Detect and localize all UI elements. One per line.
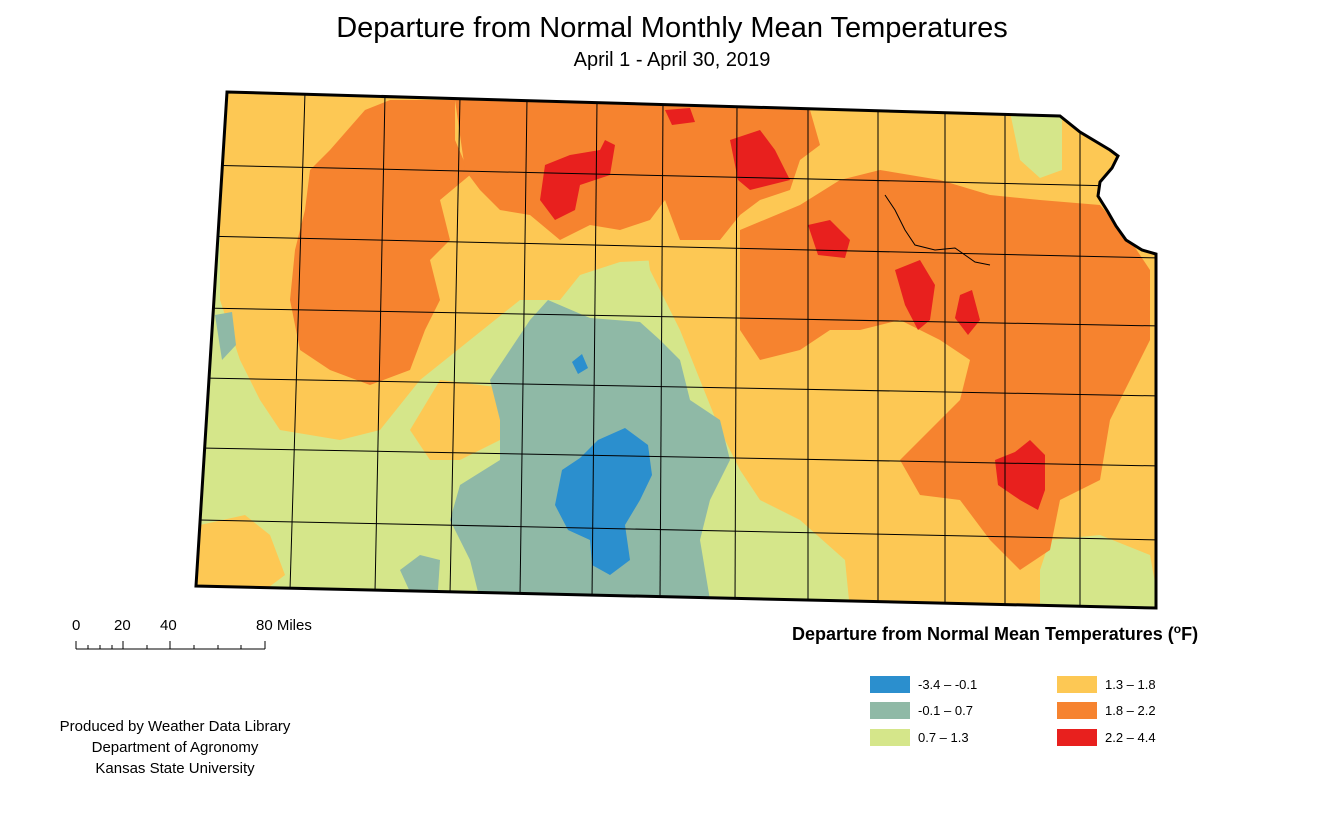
legend-item-c1: -3.4 – -0.1 xyxy=(870,676,977,693)
scale-label-20: 20 xyxy=(114,617,131,634)
zone-red-northeast-central xyxy=(808,220,850,258)
legend-item-c5: 1.8 – 2.2 xyxy=(1057,702,1156,719)
map-title: Departure from Normal Monthly Mean Tempe… xyxy=(336,12,1008,44)
county-boundaries xyxy=(199,92,1156,608)
scale-label-0: 0 xyxy=(72,617,81,634)
legend-swatch-c1 xyxy=(870,676,910,693)
legend-label-c3: 0.7 – 1.3 xyxy=(918,730,969,745)
zone-red-north xyxy=(730,130,790,190)
zone-blue-green-west-edge xyxy=(215,312,236,360)
zone-red-top xyxy=(665,108,695,125)
zone-yellow-south xyxy=(410,380,520,460)
legend-label-c1: -3.4 – -0.1 xyxy=(918,677,978,692)
legend-title-main: Departure from Normal Mean Temperatures … xyxy=(792,624,1174,644)
legend-item-c6: 2.2 – 4.4 xyxy=(1057,729,1156,746)
zone-blue-green-southwest-blob xyxy=(400,555,440,592)
legend-label-c2: -0.1 – 0.7 xyxy=(918,703,973,718)
credit-line-department: Department of Agronomy xyxy=(91,739,259,756)
legend-swatch-c5 xyxy=(1057,702,1097,719)
credit-line-university: Kansas State University xyxy=(95,760,255,777)
scale-label-80-miles: 80 Miles xyxy=(256,617,312,634)
legend-label-c5: 1.8 – 2.2 xyxy=(1105,703,1156,718)
legend-item-c4: 1.3 – 1.8 xyxy=(1057,676,1156,693)
zone-light-green-northeast xyxy=(1010,112,1062,178)
zone-blue-core xyxy=(555,428,652,575)
scale-label-40: 40 xyxy=(160,617,177,634)
legend-swatch-c4 xyxy=(1057,676,1097,693)
legend-swatch-c6 xyxy=(1057,729,1097,746)
legend-label-c4: 1.3 – 1.8 xyxy=(1105,677,1156,692)
kansas-state-outline xyxy=(194,90,1158,610)
legend-item-c2: -0.1 – 0.7 xyxy=(870,702,973,719)
credit-line-producer: Produced by Weather Data Library xyxy=(59,718,291,735)
zone-light-green-southeast xyxy=(1040,535,1156,608)
zone-orange-northwest xyxy=(290,100,470,385)
legend-title-unit: F) xyxy=(1181,624,1199,644)
zone-red-southeast xyxy=(995,440,1045,510)
kansas-river xyxy=(884,194,991,266)
zone-red-east-spot xyxy=(955,290,980,335)
scale-bar: 0 20 40 80 Miles xyxy=(60,612,340,662)
map-subtitle: April 1 - April 30, 2019 xyxy=(573,49,771,71)
legend-swatch-c2 xyxy=(870,702,910,719)
legend-title-degree: o xyxy=(1173,622,1182,636)
credit-block: Produced by Weather Data Library Departm… xyxy=(30,716,320,779)
legend-title: Departure from Normal Mean Temperatures … xyxy=(792,622,1198,645)
zone-blue-spot xyxy=(572,354,588,374)
zone-red-east-corridor xyxy=(895,260,935,330)
legend-label-c6: 2.2 – 4.4 xyxy=(1105,730,1156,745)
legend-item-c3: 0.7 – 1.3 xyxy=(870,729,969,746)
zone-yellow-southwest xyxy=(196,515,285,590)
legend-swatch-c3 xyxy=(870,729,910,746)
zone-orange-east xyxy=(740,170,1150,570)
scale-bar-graphic xyxy=(75,641,266,650)
